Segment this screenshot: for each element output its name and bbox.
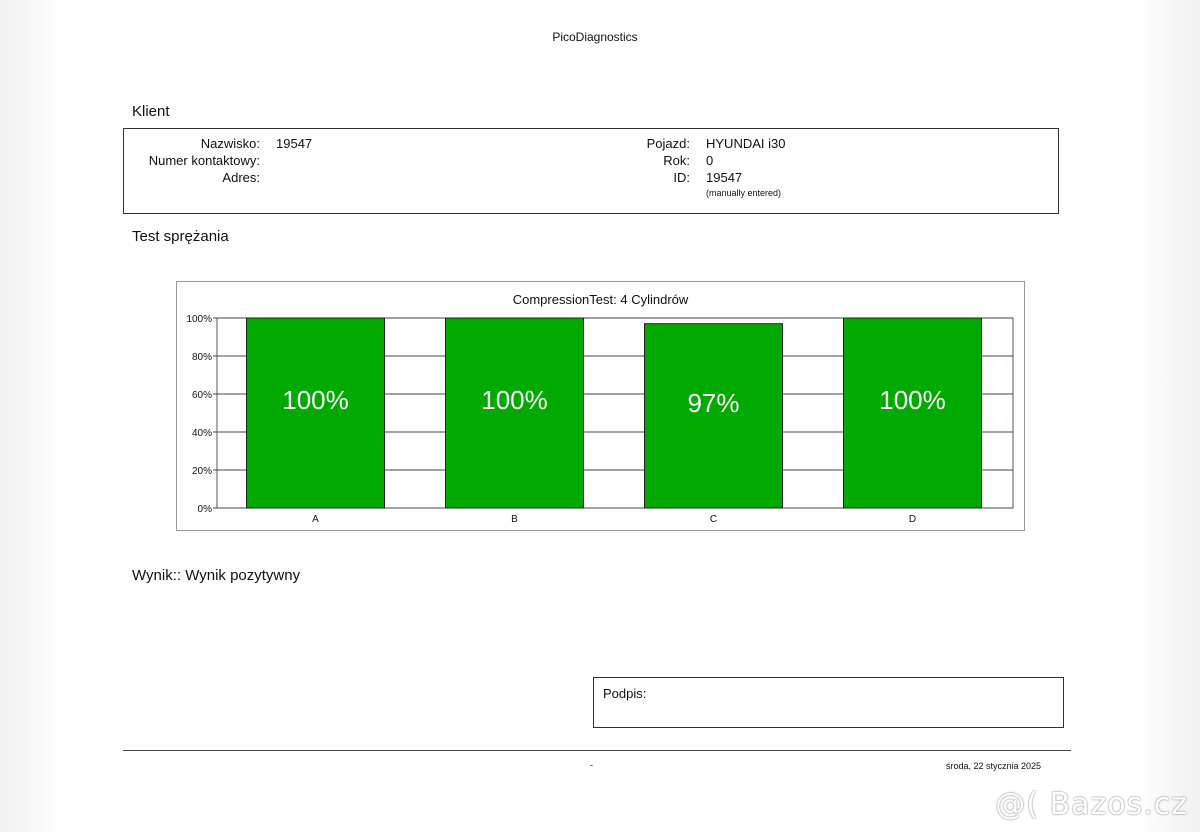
bar-value-label: 100%: [879, 385, 946, 415]
y-tick-label: 60%: [192, 390, 212, 401]
bar: [843, 317, 982, 509]
address-label: Adres:: [222, 170, 260, 185]
year-value: 0: [706, 153, 714, 168]
vehicle-values: HYUNDAI i30 0 19547 (manually entered): [706, 135, 785, 200]
surname-value: 19547: [276, 136, 313, 151]
compression-chart-frame: 0% 20% 40% 60% 80% 100% 100% A 100% B 97% C 100% D: [176, 281, 1025, 531]
contact-number-value: [276, 152, 312, 169]
client-left-values: 19547: [276, 135, 312, 186]
contact-number-label: Numer kontaktowy:: [148, 153, 260, 168]
address-value: [276, 169, 312, 186]
y-tick-label: 80%: [192, 352, 212, 363]
client-info-box: Nazwisko: Numer kontaktowy: Adres: 19547…: [123, 128, 1059, 214]
signature-label: Podpis:: [603, 686, 647, 701]
signature-box: Podpis:: [593, 677, 1064, 728]
y-tick-label: 0%: [198, 504, 213, 515]
y-tick-label: 100%: [186, 314, 212, 325]
footer-center-text: -: [590, 760, 593, 770]
chart-title: CompressionTest: 4 Cylindrów: [512, 292, 689, 307]
vehicle-label: Pojazd:: [646, 136, 690, 151]
x-tick-label: A: [312, 514, 319, 525]
app-title: PicoDiagnostics: [552, 30, 638, 44]
bar-value-label: 97%: [687, 388, 739, 418]
x-tick-label: B: [511, 514, 518, 525]
bar: [246, 317, 385, 509]
page-edge-left: [0, 0, 60, 832]
id-note: (manually entered): [706, 188, 782, 198]
id-label: ID:: [673, 170, 690, 185]
x-tick-label: C: [710, 514, 717, 525]
bar-value-label: 100%: [481, 385, 548, 415]
result-text: Wynik:: Wynik pozytywny: [132, 567, 301, 584]
page-edge-right: [1140, 0, 1200, 832]
footer-rule: [123, 750, 1071, 751]
id-value: 19547: [706, 170, 743, 185]
bar: [644, 323, 783, 509]
watermark-logo: @( Bazos.cz: [995, 787, 1188, 822]
client-heading: Klient: [132, 103, 170, 120]
year-label: Rok:: [663, 153, 690, 168]
bar-value-label: 100%: [282, 385, 349, 415]
y-tick-label: 40%: [192, 428, 212, 439]
compression-chart: 0% 20% 40% 60% 80% 100% 100% A 100% B 97% C 100% D: [186, 314, 1014, 525]
test-heading: Test sprężania: [132, 228, 229, 245]
x-tick-label: D: [909, 514, 916, 525]
vehicle-labels: Pojazd: Rok: ID:: [594, 135, 690, 186]
y-tick-label: 20%: [192, 466, 212, 477]
footer-date: środa, 22 stycznia 2025: [946, 761, 1042, 771]
surname-label: Nazwisko:: [200, 136, 260, 151]
bar: [445, 317, 584, 509]
vehicle-value: HYUNDAI i30: [706, 136, 786, 151]
client-left-labels: Nazwisko: Numer kontaktowy: Adres:: [124, 135, 260, 186]
